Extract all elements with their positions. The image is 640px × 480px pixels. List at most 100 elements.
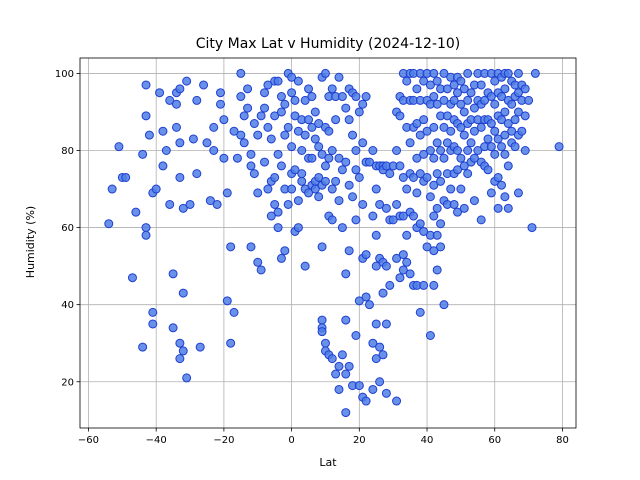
data-point xyxy=(520,146,530,155)
data-point xyxy=(364,300,374,310)
data-point xyxy=(256,265,266,275)
data-point xyxy=(168,269,178,279)
data-point xyxy=(449,199,459,209)
data-point xyxy=(331,115,341,125)
data-point xyxy=(439,300,449,310)
data-point xyxy=(456,153,466,163)
data-point xyxy=(266,211,276,221)
data-point xyxy=(127,273,137,283)
x-tick-label: 60 xyxy=(488,435,501,446)
data-point xyxy=(456,184,466,194)
data-point xyxy=(229,307,239,317)
data-point xyxy=(287,88,297,98)
data-point xyxy=(486,188,496,198)
data-point xyxy=(429,180,439,190)
data-point xyxy=(429,68,439,78)
data-point xyxy=(466,138,476,148)
data-point xyxy=(310,107,320,117)
data-point xyxy=(422,172,432,182)
data-point xyxy=(490,76,500,86)
data-point xyxy=(459,203,469,213)
y-tick-label: 20 xyxy=(61,377,74,388)
data-point xyxy=(334,72,344,82)
data-point xyxy=(503,68,513,78)
y-tick-label: 100 xyxy=(55,69,74,80)
data-point xyxy=(287,142,297,152)
data-point xyxy=(171,122,181,132)
data-point xyxy=(236,92,246,102)
data-point xyxy=(463,95,473,105)
data-point xyxy=(239,111,249,121)
data-point xyxy=(290,165,300,175)
data-point xyxy=(222,188,232,198)
data-point xyxy=(141,230,151,240)
data-point xyxy=(253,130,263,140)
x-axis-ticks: −60 −40 −20 0 20 40 60 80 xyxy=(78,428,569,446)
data-point xyxy=(419,115,429,125)
data-points xyxy=(104,68,564,418)
data-point xyxy=(368,211,378,221)
data-point xyxy=(273,207,283,217)
data-point xyxy=(293,126,303,136)
data-point xyxy=(320,338,330,348)
plot-frame xyxy=(79,57,577,429)
data-point xyxy=(195,342,205,352)
y-tick-label: 80 xyxy=(61,146,74,157)
data-point xyxy=(283,199,293,209)
data-point xyxy=(348,192,358,202)
data-point xyxy=(493,203,503,213)
data-point xyxy=(304,84,314,94)
data-point xyxy=(476,122,486,132)
data-point xyxy=(513,188,523,198)
data-point xyxy=(422,242,432,252)
data-point xyxy=(304,115,314,125)
data-point xyxy=(490,126,500,136)
data-point xyxy=(398,172,408,182)
data-point xyxy=(456,122,466,132)
data-point xyxy=(371,319,381,329)
data-point xyxy=(327,84,337,94)
data-point xyxy=(297,146,307,155)
data-point xyxy=(432,203,442,213)
data-point xyxy=(520,84,530,94)
data-point xyxy=(331,369,341,379)
data-point xyxy=(361,250,371,260)
data-point xyxy=(337,350,347,360)
data-point xyxy=(324,153,334,163)
data-point xyxy=(408,172,418,182)
data-point xyxy=(490,99,500,109)
data-point xyxy=(144,130,154,140)
data-point xyxy=(273,76,283,86)
data-point xyxy=(381,203,391,213)
data-point xyxy=(280,99,290,109)
data-point xyxy=(429,122,439,132)
data-point xyxy=(141,80,151,90)
data-point xyxy=(293,76,303,86)
data-point xyxy=(425,331,435,340)
data-point xyxy=(507,99,517,109)
data-point xyxy=(161,146,171,155)
data-point xyxy=(429,211,439,221)
data-point xyxy=(175,338,185,348)
data-point xyxy=(459,130,469,140)
data-point xyxy=(249,169,259,179)
data-point xyxy=(497,142,507,152)
data-point xyxy=(463,146,473,155)
data-point xyxy=(361,396,371,406)
data-point xyxy=(449,80,459,90)
data-point xyxy=(263,80,273,90)
data-point xyxy=(341,269,351,279)
data-point xyxy=(446,184,456,194)
data-point xyxy=(415,219,425,229)
data-point xyxy=(158,126,168,136)
data-point xyxy=(155,88,165,98)
data-point xyxy=(554,142,564,152)
data-point xyxy=(320,161,330,171)
data-point xyxy=(260,88,270,98)
data-point xyxy=(459,84,469,94)
data-point xyxy=(432,138,442,148)
data-point xyxy=(375,199,385,209)
x-tick-label: −20 xyxy=(213,435,234,446)
data-point xyxy=(148,319,158,329)
data-point xyxy=(178,288,188,298)
